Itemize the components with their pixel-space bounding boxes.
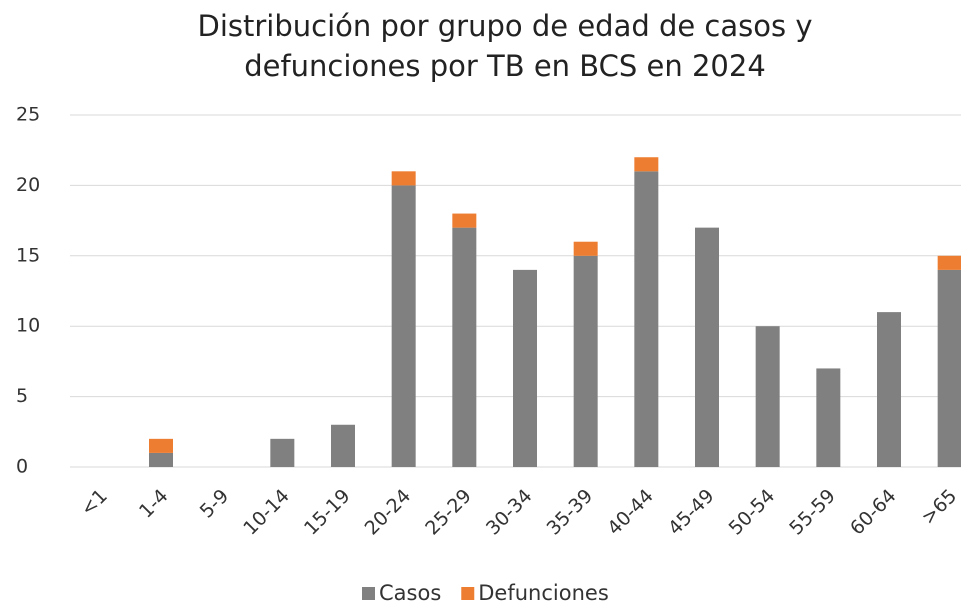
bar-segment (270, 438, 295, 467)
x-tick-label: >65 (917, 485, 961, 529)
x-tick-label: 20-24 (361, 485, 416, 540)
bar-segment (816, 368, 841, 467)
y-tick-label: 0 (16, 456, 28, 478)
bar-segment (391, 185, 416, 467)
bar-segment (573, 255, 598, 467)
x-tick-label: 30-34 (482, 485, 537, 540)
legend-swatch (461, 587, 475, 600)
y-tick-label: 10 (16, 315, 40, 337)
y-tick-label: 15 (16, 244, 40, 266)
bar-segment (634, 171, 659, 467)
bar-segment (149, 438, 173, 453)
x-tick-label: 55-59 (785, 485, 840, 540)
bar-segment (331, 424, 355, 467)
x-tick-label: 60-64 (846, 485, 901, 540)
bar-segment (452, 213, 477, 228)
legend-swatch (362, 587, 375, 600)
bar-segment (513, 269, 537, 467)
chart-title: Distribución por grupo de edad de casos … (197, 9, 813, 83)
legend-label: Defunciones (478, 581, 609, 605)
x-tick-label: 45-49 (664, 485, 719, 540)
x-tick-label: 25-29 (421, 485, 476, 540)
y-tick-label: 5 (16, 385, 28, 407)
bar-segment (452, 227, 477, 467)
bar-segment (937, 269, 961, 467)
bar-segment (755, 326, 780, 467)
bar-segment (937, 255, 961, 270)
bar-segment (391, 171, 416, 186)
x-tick-label: 35-39 (543, 485, 598, 540)
x-tick-label: 15-19 (300, 485, 355, 540)
bar-segment (877, 312, 901, 467)
legend-label: Casos (379, 581, 441, 605)
bar-segment (634, 157, 659, 172)
bar-segment (149, 452, 173, 467)
y-tick-label: 20 (16, 174, 40, 196)
x-tick-label: 50-54 (725, 485, 780, 540)
y-tick-label: 25 (16, 104, 40, 126)
x-tick-label: 10-14 (239, 485, 294, 540)
x-tick-label: <1 (77, 485, 112, 520)
x-tick-label: 40-44 (603, 485, 658, 540)
bar-segment (573, 241, 598, 256)
bar-segment (695, 227, 719, 467)
x-tick-label: 1-4 (135, 485, 173, 523)
x-tick-label: 5-9 (196, 485, 234, 523)
